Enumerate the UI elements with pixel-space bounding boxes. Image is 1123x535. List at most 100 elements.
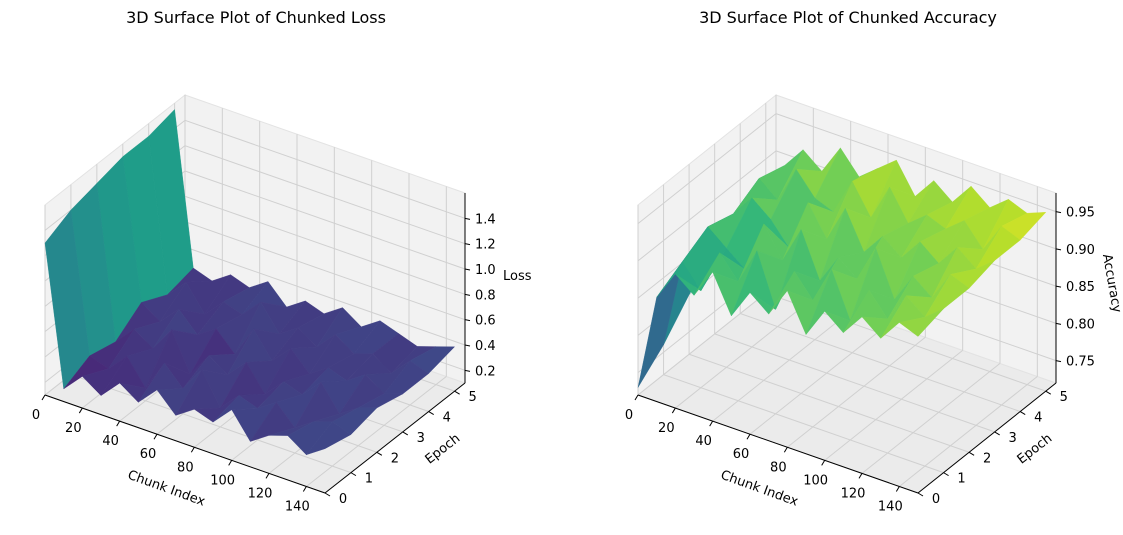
z-tick-mark [464, 293, 471, 296]
x-tick-label: 120 [248, 486, 273, 501]
y-tick-mark [454, 390, 460, 395]
z-tick-label: 0.4 [475, 339, 496, 354]
z-tick-label: 0.75 [1066, 355, 1095, 370]
x-tick-mark [709, 420, 714, 427]
y-tick-label: 0 [932, 492, 940, 507]
x-tick-mark [634, 394, 639, 401]
y-tick-mark [402, 431, 409, 436]
y-tick-label: 5 [1060, 390, 1068, 405]
y-tick-mark [917, 492, 924, 497]
gridline-z-left [637, 113, 777, 225]
gridline-x-floor [675, 297, 814, 409]
gridline-x-floor [899, 376, 1038, 487]
gridline-z-back [184, 195, 466, 295]
y-tick-mark [376, 451, 383, 456]
x-tick-label: 80 [770, 460, 787, 475]
x-tick-mark [302, 486, 307, 492]
z-tick-mark [464, 243, 471, 246]
x-axis-label: Chunk Index [125, 468, 207, 510]
y-axis-line [917, 382, 1057, 494]
x-tick-label: 0 [32, 408, 40, 423]
z-tick-label: 0.85 [1066, 280, 1095, 295]
y-axis-line [324, 382, 466, 494]
y-tick-mark [1045, 390, 1052, 395]
y-tick-label: 1 [957, 472, 965, 487]
x-tick-label: 80 [177, 460, 194, 475]
x-axis-line [44, 394, 326, 494]
y-tick-mark [968, 451, 975, 456]
z-tick-mark [1055, 322, 1062, 325]
z-tick-mark [1055, 360, 1062, 363]
z-tick-mark [1055, 285, 1062, 288]
x-axis-label: Chunk Index [718, 468, 800, 510]
x-tick-label: 40 [102, 434, 119, 449]
y-tick-mark [350, 472, 357, 477]
z-tick-mark [464, 217, 471, 220]
x-tick-mark [41, 394, 46, 401]
gridline-y-floor [740, 313, 1021, 412]
y-tick-label: 5 [468, 390, 476, 405]
z-tick-label: 0.80 [1066, 317, 1095, 332]
gridline-z-back [184, 221, 466, 321]
x-tick-label: 100 [803, 473, 828, 488]
x-tick-label: 60 [733, 447, 750, 462]
y-tick-label: 0 [339, 492, 347, 507]
x-tick-label: 100 [210, 473, 235, 488]
x-tick-label: 0 [625, 408, 633, 423]
z-tick-label: 0.2 [475, 364, 496, 379]
x-tick-mark [783, 447, 788, 453]
x-tick-label: 20 [658, 421, 675, 436]
x-tick-mark [228, 460, 233, 466]
y-tick-mark [1019, 411, 1026, 415]
y-tick-label: 3 [417, 431, 425, 446]
z-tick-label: 1.2 [475, 238, 496, 253]
gridline-x-floor [824, 349, 963, 461]
gridline-x-floor [749, 323, 889, 435]
z-tick-label: 1.0 [475, 263, 496, 278]
chart-title: 3D Surface Plot of Chunked Accuracy [699, 8, 997, 27]
y-tick-mark [943, 472, 949, 477]
gridline-z-back [775, 113, 1057, 213]
x-tick-label: 120 [841, 486, 866, 501]
x-tick-label: 20 [65, 421, 82, 436]
y-tick-mark [994, 431, 1000, 436]
gridline-z-back [184, 246, 466, 346]
gridline-y-floor [663, 374, 944, 474]
x-tick-mark [116, 420, 121, 427]
accuracy-surface-chart: 3D Surface Plot of Chunked Accuracy02040… [625, 8, 1123, 514]
z-tick-label: 1.4 [475, 212, 496, 227]
z-tick-mark [1055, 248, 1062, 251]
y-tick-mark [324, 492, 331, 497]
gridline-y-floor [70, 374, 352, 474]
z-tick-label: 0.90 [1066, 243, 1095, 258]
z-tick-mark [464, 344, 471, 347]
x-tick-mark [858, 473, 863, 479]
x-tick-mark [821, 460, 826, 466]
x-tick-mark [190, 447, 195, 453]
z-tick-mark [1055, 211, 1062, 214]
x-tick-label: 40 [695, 434, 712, 449]
y-tick-label: 3 [1009, 431, 1017, 446]
gridline-x-floor [306, 376, 447, 487]
y-axis-label: Epoch [1015, 431, 1056, 467]
z-axis-label: Loss [503, 269, 532, 284]
x-tick-mark [153, 433, 158, 440]
y-tick-label: 4 [1034, 411, 1042, 426]
z-tick-label: 0.8 [475, 288, 496, 303]
x-tick-mark [78, 407, 83, 414]
x-tick-mark [746, 433, 751, 440]
gridline-y-floor [688, 353, 970, 453]
y-axis-label: Epoch [423, 431, 464, 467]
gridline-x-floor [712, 310, 851, 422]
y-tick-label: 4 [443, 411, 451, 426]
gridline-z-back [184, 119, 466, 219]
z-tick-mark [464, 319, 471, 322]
gridline-z-left [637, 150, 777, 262]
x-tick-label: 140 [285, 499, 310, 514]
gridline-x-floor [637, 284, 777, 396]
loss-surface-chart: 3D Surface Plot of Chunked Loss020406080… [32, 8, 532, 514]
y-tick-label: 2 [391, 451, 399, 466]
x-axis-line [637, 394, 919, 494]
z-tick-mark [464, 268, 471, 271]
